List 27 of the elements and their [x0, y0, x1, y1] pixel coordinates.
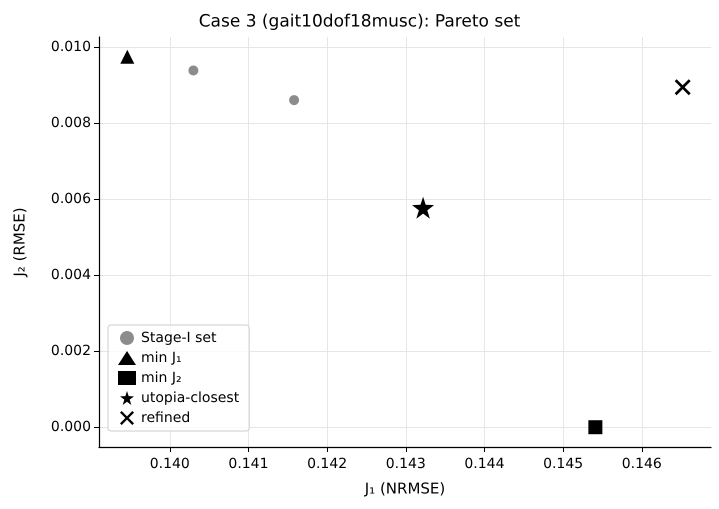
x-tick-label: 0.146: [622, 456, 662, 472]
y-tick-label: 0.010: [50, 38, 91, 55]
chart-title: Case 3 (gait10dof18musc): Pareto set: [198, 12, 521, 32]
point: [289, 95, 300, 106]
x-tick-label: 0.143: [386, 456, 426, 472]
y-tick-label: 0.000: [50, 419, 91, 436]
legend-label: min J₂: [141, 370, 182, 386]
point: [120, 50, 134, 64]
legend-label: refined: [141, 410, 190, 426]
y-tick-label: 0.004: [50, 267, 92, 284]
x-tick-label: 0.144: [464, 456, 505, 472]
y-tick-label: 0.002: [50, 343, 91, 360]
x-tick-label: 0.140: [150, 456, 190, 472]
x-tick-label: 0.141: [228, 456, 269, 472]
x-tick-label: 0.142: [307, 456, 348, 472]
point: [412, 196, 434, 219]
y-axis-title: J₂ (RMSE): [10, 207, 28, 278]
x-tick-label: 0.145: [543, 456, 584, 472]
y-tick-label: 0.006: [50, 191, 92, 208]
point: [674, 79, 691, 96]
legend-label: min J₁: [141, 350, 182, 366]
legend-label: utopia-closest: [141, 390, 240, 406]
legend-label: Stage-I set: [141, 330, 217, 346]
y-tick-label: 0.008: [50, 114, 91, 131]
point: [188, 65, 198, 76]
x-axis-title: J₁ (NRMSE): [364, 480, 446, 498]
point: [588, 420, 602, 434]
